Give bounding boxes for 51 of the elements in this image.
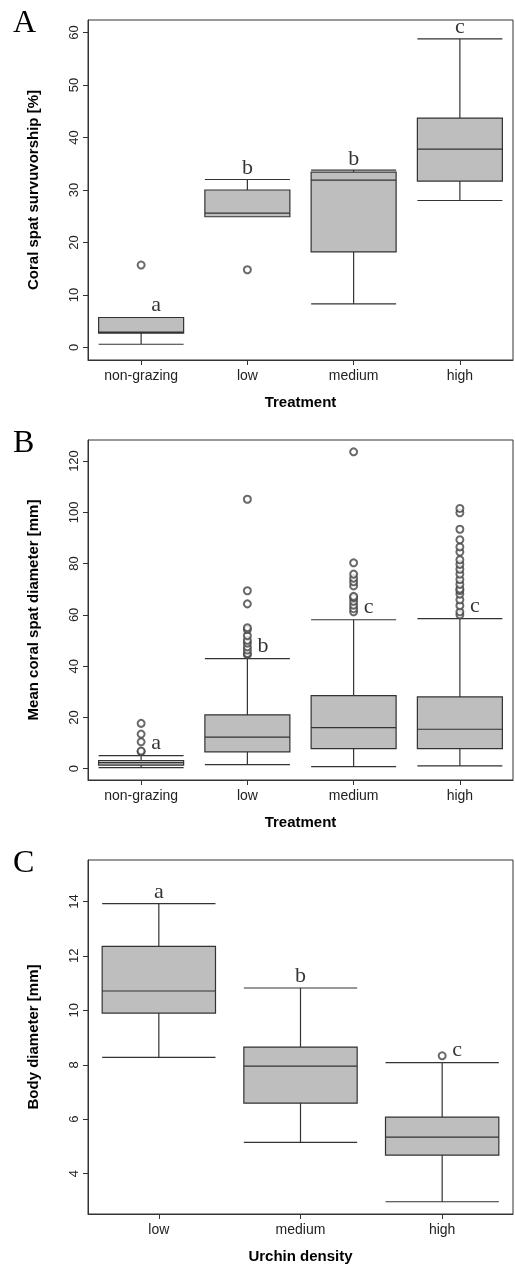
x-tick-label: low	[236, 787, 259, 803]
x-axis-title: Treatment	[264, 393, 337, 410]
y-tick-label: 50	[66, 77, 81, 93]
y-axis-title: Mean coral spat diameter [mm]	[24, 499, 41, 721]
y-tick-label: 0	[66, 343, 81, 352]
y-tick-label: 60	[66, 25, 81, 40]
y-tick-label: 30	[66, 182, 81, 198]
y-tick-label: 120	[66, 450, 81, 472]
x-axis-title: Treatment	[264, 813, 337, 830]
annotation: b	[257, 632, 269, 658]
x-tick-label: non-grazing	[104, 367, 179, 383]
chart-title: C	[13, 843, 35, 879]
y-tick-label: 40	[66, 130, 81, 145]
x-tick-label: medium	[328, 787, 379, 803]
y-tick-label: 100	[66, 501, 81, 524]
y-tick-label: 20	[66, 710, 81, 725]
annotation: b	[241, 154, 253, 180]
y-tick-label: 6	[66, 1115, 81, 1123]
annotation: c	[469, 592, 480, 618]
y-tick-label: 40	[66, 658, 81, 674]
annotation: c	[454, 13, 465, 39]
y-tick-label: 4	[66, 1170, 81, 1178]
x-tick-label: medium	[275, 1221, 326, 1237]
x-tick-label: high	[428, 1221, 456, 1237]
chart-title: B	[13, 423, 35, 459]
chart-title: A	[13, 3, 37, 39]
x-axis-title: Urchin density	[248, 1247, 354, 1264]
annotation: c	[452, 1036, 463, 1062]
annotation: c	[363, 593, 374, 619]
x-tick-label: medium	[328, 367, 379, 383]
y-axis-title: Body diameter [mm]	[24, 964, 41, 1110]
y-tick-label: 12	[66, 948, 81, 964]
annotation: a	[151, 729, 162, 755]
y-tick-label: 20	[66, 235, 81, 250]
annotation: a	[151, 291, 162, 316]
x-tick-label: high	[446, 787, 474, 803]
x-tick-label: non-grazing	[104, 787, 179, 803]
x-tick-label: low	[236, 367, 259, 383]
annotation: b	[348, 144, 360, 170]
y-tick-label: 8	[66, 1061, 81, 1069]
annotation: a	[153, 878, 164, 904]
y-axis-title: Coral spat survuvorship [%]	[24, 89, 41, 291]
y-tick-label: 10	[66, 1003, 81, 1018]
y-tick-label: 80	[66, 556, 81, 571]
y-tick-label: 60	[66, 607, 81, 623]
y-tick-label: 14	[66, 894, 81, 909]
annotation: b	[295, 962, 306, 988]
y-tick-label: 10	[66, 287, 81, 303]
x-tick-label: low	[148, 1221, 171, 1237]
x-tick-label: high	[446, 367, 474, 383]
y-tick-label: 0	[66, 765, 81, 773]
